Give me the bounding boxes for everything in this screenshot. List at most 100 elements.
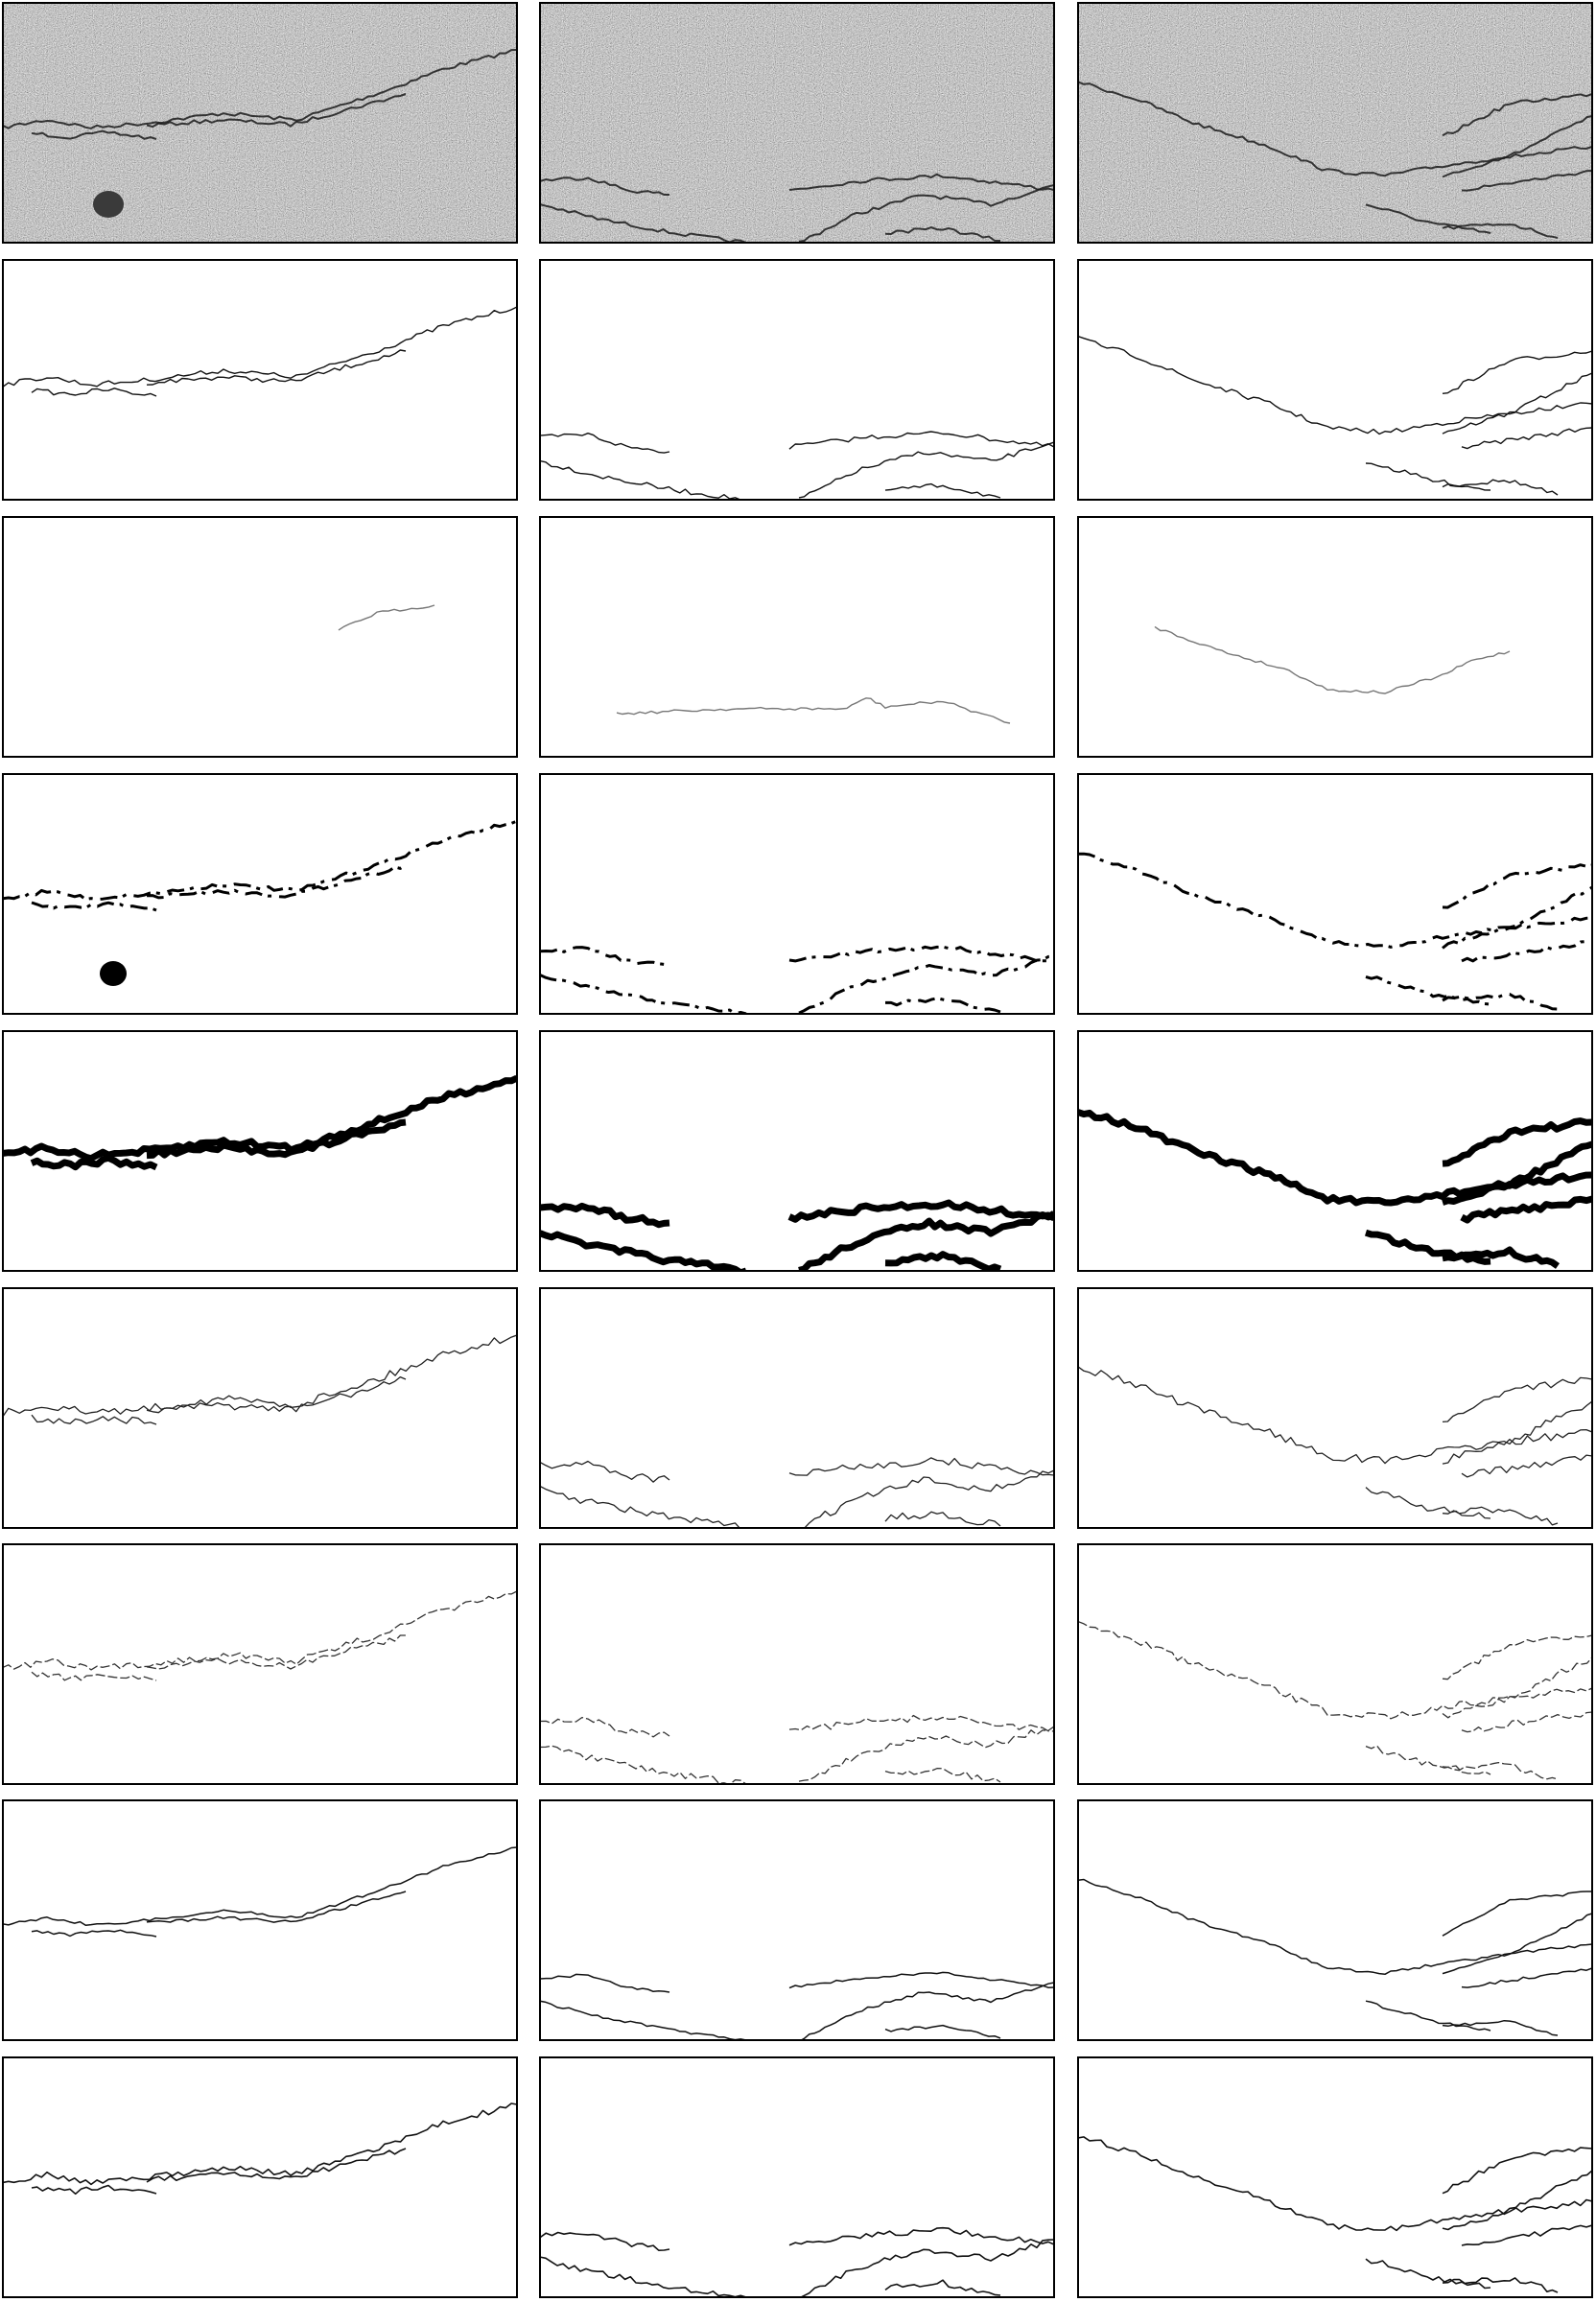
pavement-image [1078, 3, 1592, 243]
panel [1077, 259, 1593, 501]
mask-background [540, 1288, 1054, 1528]
panel-border [2, 1030, 518, 1272]
crack-mask [1365, 2258, 1491, 2290]
crack-mask [540, 2256, 747, 2297]
stain [93, 191, 124, 218]
mask-background [1078, 1544, 1592, 1784]
panel-border [539, 2056, 1055, 2298]
crack-mask [540, 459, 746, 500]
panel [539, 516, 1055, 758]
crack-mask [884, 482, 1001, 499]
stain-mask [100, 961, 127, 986]
panel-content [3, 774, 517, 1014]
panel-border [1077, 1030, 1593, 1272]
panel-border [1077, 1799, 1593, 2041]
mask-background [3, 2057, 517, 2297]
panel [2, 1799, 518, 2041]
crack-mask [885, 997, 1001, 1014]
crack-mask [798, 1210, 1054, 1271]
crack-mask [540, 2231, 670, 2251]
panel-border [1077, 1543, 1593, 1785]
panel-border [2, 2056, 518, 2298]
ground-truth-line [616, 697, 1011, 724]
crack-mask [1442, 1687, 1592, 1719]
crack-mask [540, 1460, 670, 1483]
panel [2, 2, 518, 244]
panel-border [1077, 516, 1593, 758]
crack-mask [1442, 1761, 1559, 1780]
crack-mask [884, 1511, 1001, 1527]
crack-mask [540, 1230, 746, 1271]
panel-border [1077, 773, 1593, 1015]
crack-mask [1461, 1967, 1592, 1988]
crack-mask [884, 2279, 1001, 2296]
crack-mask [1461, 1711, 1592, 1733]
crack [788, 173, 1054, 191]
panel [2, 1287, 518, 1529]
panel [539, 2056, 1055, 2298]
panel-border [2, 259, 518, 501]
mask-background [540, 517, 1054, 757]
crack-mask [1442, 1506, 1559, 1526]
crack-mask [1460, 1195, 1592, 1224]
mask-background [1078, 774, 1592, 1014]
crack-mask [1442, 993, 1559, 1011]
crack-mask [788, 431, 1054, 450]
crack-mask [146, 1118, 407, 1160]
panel-content [1078, 1288, 1592, 1528]
crack [540, 203, 747, 243]
crack-mask [1364, 1229, 1491, 1265]
crack [1365, 203, 1491, 234]
crack-mask [884, 2024, 1001, 2039]
mask-background [1078, 1031, 1592, 1271]
crack-mask [1442, 2198, 1592, 2231]
panel-border [539, 516, 1055, 758]
mask-background [540, 774, 1054, 1014]
crack-mask [1365, 975, 1491, 1006]
mask-background [1078, 517, 1592, 757]
mask-background [540, 1800, 1054, 2040]
crack-mask [788, 945, 1054, 963]
panel-border [2, 1287, 518, 1529]
crack-mask [1442, 863, 1592, 909]
panel-content [3, 1288, 517, 1528]
crack-mask [146, 349, 407, 386]
panel-content [3, 1031, 517, 1271]
panel [1077, 516, 1593, 758]
panel-border [539, 1543, 1055, 1785]
crack-mask [3, 819, 517, 902]
mask-background [3, 1544, 517, 1784]
crack-mask [1442, 1943, 1592, 1975]
panel-border [539, 1030, 1055, 1272]
panel-content [1078, 3, 1592, 243]
crack-mask [540, 1202, 670, 1229]
panel-border [2, 1799, 518, 2041]
crack [3, 49, 517, 129]
crack [1078, 81, 1592, 177]
crack-mask [798, 441, 1054, 499]
mask-background [540, 260, 1054, 500]
crack-mask [1442, 350, 1592, 394]
crack-mask [1441, 1171, 1592, 1206]
crack [31, 129, 157, 140]
crack-mask [1365, 1745, 1491, 1775]
crack-mask [801, 1469, 1054, 1528]
crack-mask [3, 2102, 517, 2186]
crack-mask [1442, 1117, 1592, 1167]
crack-mask [884, 1251, 1002, 1271]
crack-mask [3, 1590, 517, 1671]
crack [1461, 170, 1592, 192]
crack-mask [1365, 1487, 1491, 1519]
crack-mask [30, 1154, 158, 1171]
pavement-image [540, 3, 1054, 243]
panel-border [1077, 259, 1593, 501]
crack-mask [1461, 1454, 1592, 1478]
mask-background [1078, 1288, 1592, 1528]
panel-border [539, 773, 1055, 1015]
panel [1077, 773, 1593, 1015]
panel-border [1077, 2056, 1593, 2298]
panel-border [539, 1287, 1055, 1529]
crack-mask [1461, 427, 1592, 450]
crack-mask [31, 1414, 157, 1425]
